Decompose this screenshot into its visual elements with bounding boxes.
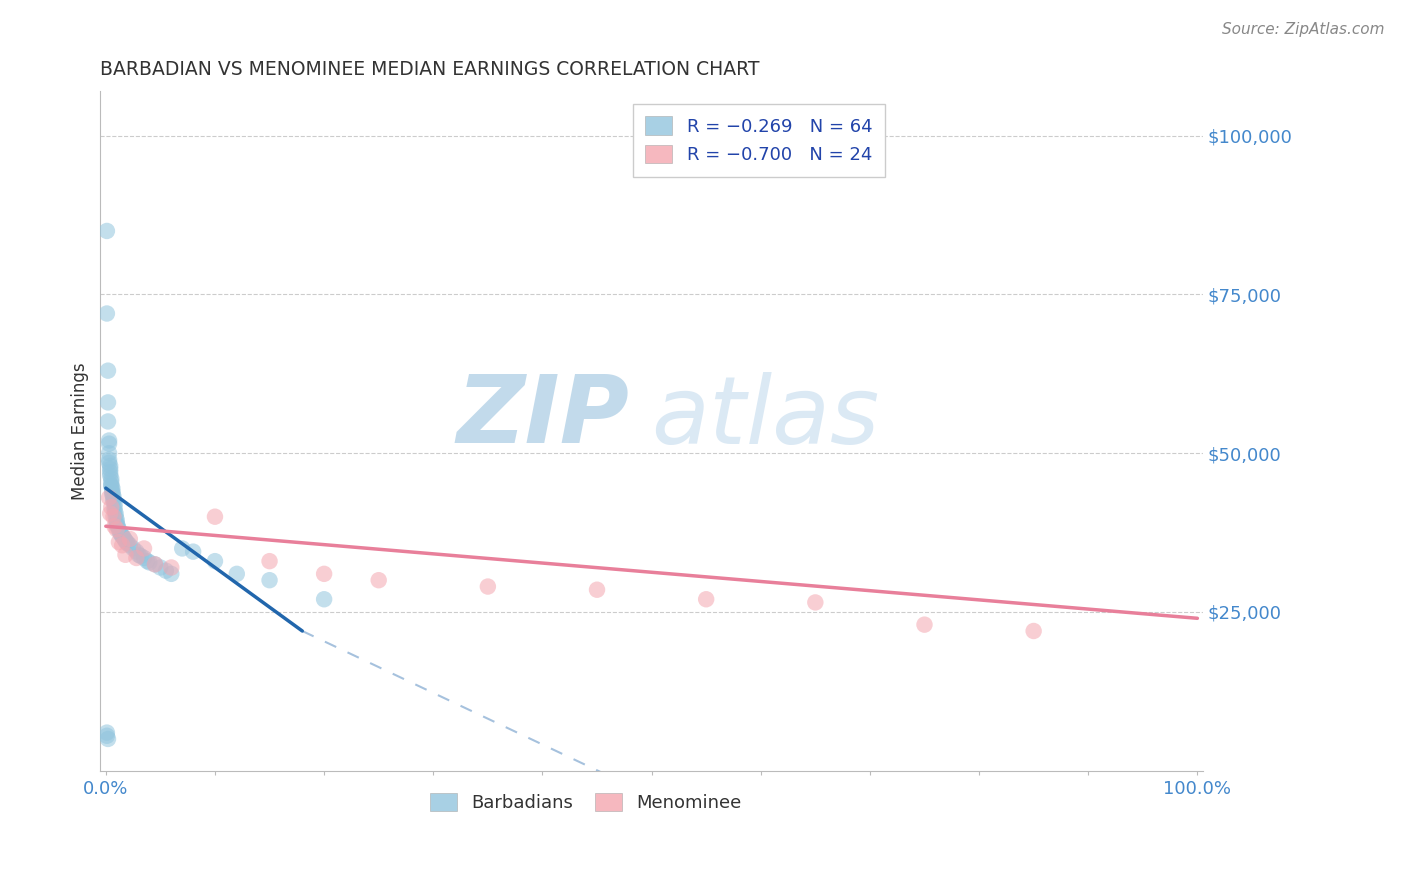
Point xyxy=(105,516,128,530)
Point xyxy=(98,452,121,467)
Point xyxy=(112,530,135,544)
Point xyxy=(160,560,183,574)
Point xyxy=(103,489,125,503)
Point xyxy=(111,529,134,543)
Point xyxy=(96,729,118,743)
Point xyxy=(117,536,139,550)
Point xyxy=(96,224,118,238)
Point xyxy=(111,538,134,552)
Point xyxy=(132,541,155,556)
Point xyxy=(98,434,121,448)
Text: Source: ZipAtlas.com: Source: ZipAtlas.com xyxy=(1222,22,1385,37)
Point xyxy=(143,558,166,572)
Point xyxy=(125,544,148,558)
Point xyxy=(477,580,499,594)
Point xyxy=(160,566,183,581)
Point xyxy=(125,551,148,566)
Point xyxy=(114,533,136,548)
Point xyxy=(132,551,155,566)
Point xyxy=(103,497,125,511)
Point xyxy=(104,507,127,521)
Text: atlas: atlas xyxy=(651,372,880,463)
Point xyxy=(98,456,121,470)
Point xyxy=(118,532,141,546)
Point xyxy=(100,472,122,486)
Point xyxy=(103,500,125,515)
Point xyxy=(138,556,160,570)
Point xyxy=(100,479,122,493)
Point xyxy=(1022,624,1045,638)
Point xyxy=(143,558,166,572)
Point xyxy=(98,462,121,476)
Point xyxy=(101,481,124,495)
Point xyxy=(100,478,122,492)
Point xyxy=(100,475,122,489)
Point xyxy=(105,513,128,527)
Point xyxy=(108,522,131,536)
Point xyxy=(112,532,135,546)
Point xyxy=(103,503,125,517)
Point xyxy=(97,731,120,746)
Point xyxy=(181,544,204,558)
Point xyxy=(96,725,118,739)
Point xyxy=(122,541,145,556)
Point xyxy=(695,592,717,607)
Point xyxy=(98,458,121,473)
Point xyxy=(97,364,120,378)
Point xyxy=(118,538,141,552)
Point xyxy=(314,566,336,581)
Point xyxy=(101,487,124,501)
Point xyxy=(225,566,247,581)
Point xyxy=(97,414,120,428)
Point xyxy=(914,617,936,632)
Point xyxy=(105,518,128,533)
Point xyxy=(804,595,827,609)
Point xyxy=(107,519,129,533)
Point xyxy=(97,395,120,409)
Point xyxy=(98,468,121,483)
Point xyxy=(96,306,118,320)
Point xyxy=(98,465,121,479)
Point xyxy=(155,564,177,578)
Point xyxy=(103,491,125,506)
Point xyxy=(115,535,138,549)
Legend: Barbadians, Menominee: Barbadians, Menominee xyxy=(419,781,752,822)
Point xyxy=(104,509,127,524)
Point xyxy=(136,554,159,568)
Point xyxy=(259,554,281,568)
Point xyxy=(204,509,226,524)
Point xyxy=(367,573,389,587)
Point xyxy=(103,509,125,524)
Point xyxy=(101,484,124,499)
Point xyxy=(586,582,609,597)
Text: ZIP: ZIP xyxy=(457,371,630,463)
Point xyxy=(110,527,132,541)
Y-axis label: Median Earnings: Median Earnings xyxy=(72,362,89,500)
Point xyxy=(98,491,121,505)
Point xyxy=(103,493,125,508)
Point xyxy=(259,573,281,587)
Point xyxy=(128,548,150,562)
Point xyxy=(98,436,121,450)
Point xyxy=(172,541,194,556)
Point xyxy=(105,522,128,536)
Point xyxy=(204,554,226,568)
Text: BARBADIAN VS MENOMINEE MEDIAN EARNINGS CORRELATION CHART: BARBADIAN VS MENOMINEE MEDIAN EARNINGS C… xyxy=(100,60,759,78)
Point xyxy=(114,548,136,562)
Point xyxy=(108,535,131,549)
Point xyxy=(314,592,336,607)
Point xyxy=(129,549,152,563)
Point xyxy=(98,507,121,521)
Point xyxy=(98,446,121,460)
Point xyxy=(149,560,172,574)
Point xyxy=(100,500,122,515)
Point xyxy=(108,525,131,540)
Point xyxy=(101,485,124,500)
Point xyxy=(103,519,125,533)
